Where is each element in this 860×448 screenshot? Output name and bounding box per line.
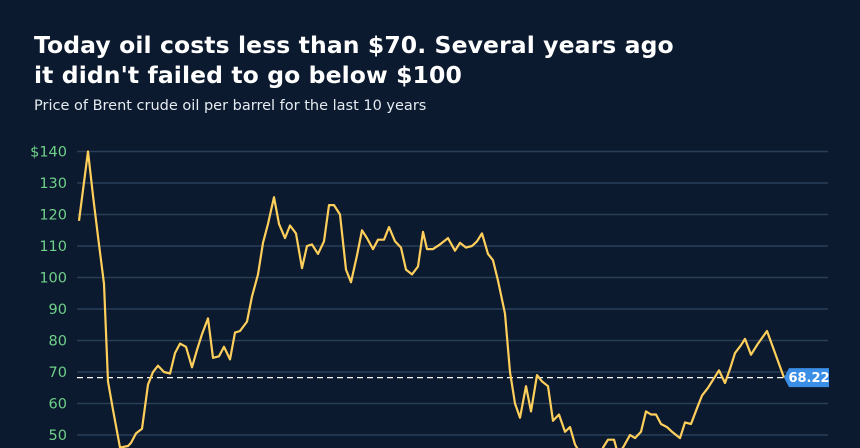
y-tick-label: 70 xyxy=(49,365,67,381)
y-tick-label: 110 xyxy=(39,239,67,255)
last-value-badge-shape xyxy=(784,368,829,388)
y-tick-label: 100 xyxy=(39,271,67,287)
y-tick-label: 80 xyxy=(49,334,67,350)
chart-subtitle: Price of Brent crude oil per barrel for … xyxy=(34,98,427,114)
y-tick-label: 60 xyxy=(49,397,67,413)
chart-title-line-1: Today oil costs less than $70. Several y… xyxy=(34,31,674,59)
y-tick-label: 130 xyxy=(39,176,67,192)
gridlines xyxy=(77,150,828,436)
chart-title-line-2: it didn't failed to go below $100 xyxy=(34,61,462,89)
y-axis-tick-labels: $140 130 120 110 100 90 80 70 60 50 xyxy=(30,145,67,445)
chart-title: Today oil costs less than $70. Several y… xyxy=(34,30,794,90)
y-tick-label: $140 xyxy=(30,145,67,161)
y-tick-label: 90 xyxy=(49,302,67,318)
last-value-badge: 68.22 xyxy=(784,368,830,388)
last-value-label: 68.22 xyxy=(788,371,829,386)
y-tick-label: 120 xyxy=(39,208,67,224)
price-line-series xyxy=(77,150,786,448)
y-tick-label: 50 xyxy=(49,428,67,444)
